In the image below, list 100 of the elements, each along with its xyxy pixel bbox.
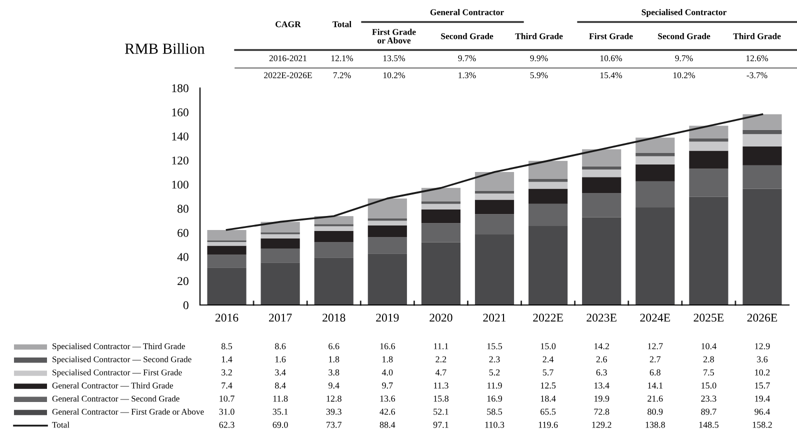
- data-label: 13.4: [594, 382, 610, 389]
- bar: [582, 217, 622, 305]
- data-label: 2.8: [703, 356, 714, 362]
- bar: [528, 179, 568, 182]
- data-label: 119.6: [538, 422, 558, 428]
- data-label: 96.4: [754, 408, 770, 415]
- data-label: 58.5: [487, 408, 502, 415]
- text: 2016-2021: [269, 55, 306, 62]
- text: First Grade or Above: [372, 28, 416, 44]
- data-label: 11.8: [273, 396, 288, 402]
- data-label: 9.4: [328, 382, 340, 389]
- data-label: 16.6: [380, 343, 396, 350]
- data-label: 18.4: [540, 396, 556, 402]
- text: 13.5%: [383, 55, 405, 62]
- bar: [742, 134, 782, 146]
- bar: [207, 242, 246, 246]
- bar: [582, 149, 622, 166]
- bar: [314, 242, 354, 258]
- data-label: 65.5: [540, 408, 556, 415]
- bar: [368, 226, 407, 238]
- text: 15.4%: [600, 72, 622, 78]
- bar: [207, 230, 246, 240]
- data-label: 3.2: [222, 369, 232, 376]
- text: Third Grade: [733, 33, 781, 40]
- legend-label: Specialised Contractor — Third Grade: [52, 343, 185, 351]
- bar: [260, 234, 300, 238]
- data-label: 11.3: [434, 382, 448, 389]
- data-label: 10.4: [702, 343, 716, 350]
- data-label: 10.2: [755, 369, 770, 376]
- data-label: 15.0: [702, 382, 716, 389]
- data-label: 69.0: [272, 422, 288, 428]
- bar: [260, 248, 300, 263]
- data-label: 3.4: [275, 369, 286, 376]
- bar: [368, 220, 407, 226]
- data-label: 13.6: [380, 396, 396, 402]
- x-tick-label: 2024E: [640, 314, 670, 322]
- y-tick-label: 0: [183, 301, 188, 310]
- bar: [368, 254, 407, 305]
- data-label: 97.1: [433, 422, 448, 428]
- text: 9.7%: [675, 55, 693, 62]
- data-label: 1.6: [275, 356, 286, 362]
- x-tick-label: 2026E: [747, 314, 778, 322]
- data-label: 9.7: [382, 382, 393, 389]
- x-tick-label: 2023E: [586, 314, 616, 322]
- bar: [207, 268, 246, 305]
- data-label: 35.1: [272, 408, 288, 415]
- bar: [689, 142, 728, 151]
- x-tick-label: 2018: [322, 314, 346, 322]
- bar: [528, 182, 568, 189]
- y-tick-label: 60: [178, 228, 188, 237]
- data-label: 1.4: [222, 356, 232, 362]
- data-label: 2.2: [436, 356, 446, 362]
- data-label: 14.2: [594, 343, 609, 350]
- legend-label: Specialised Contractor — Second Grade: [52, 356, 192, 364]
- bar: [368, 198, 407, 219]
- text: 7.2%: [333, 72, 351, 78]
- data-label: 8.6: [275, 343, 286, 350]
- legend-label: Specialised Contractor — First Grade: [52, 369, 182, 378]
- bar: [260, 238, 300, 248]
- data-label: 15.7: [755, 382, 770, 389]
- x-tick-label: 2020: [430, 314, 452, 322]
- x-tick-label: 2025E: [694, 314, 724, 322]
- bar: [260, 262, 300, 305]
- x-tick-label: 2021: [483, 314, 506, 322]
- data-label: 7.4: [222, 382, 232, 389]
- bar: [528, 160, 568, 180]
- data-label: 1.8: [382, 356, 393, 362]
- text: 1.3%: [458, 72, 476, 78]
- bar: [636, 181, 675, 208]
- data-label: 2.3: [489, 356, 500, 362]
- data-label: 3.8: [328, 369, 340, 376]
- data-label: 2.6: [596, 356, 607, 362]
- bar: [421, 242, 460, 305]
- bar: [689, 150, 728, 169]
- text: Second Grade: [441, 33, 494, 40]
- data-label: 39.3: [326, 408, 342, 415]
- data-label: 3.6: [757, 356, 768, 362]
- bar: [474, 172, 514, 191]
- data-label: 16.9: [487, 396, 502, 402]
- data-label: 12.9: [755, 343, 770, 350]
- text: 9.9%: [530, 55, 548, 62]
- y-tick-label: 20: [178, 277, 188, 286]
- data-label: 6.6: [328, 343, 340, 350]
- bar: [689, 126, 728, 138]
- data-label: 73.7: [326, 422, 342, 428]
- data-label: 8.5: [221, 343, 232, 350]
- text: Second Grade: [658, 33, 710, 40]
- y-axis-title: RMB Billion: [124, 43, 205, 54]
- y-tick-label: 40: [177, 253, 188, 261]
- data-label: 15.5: [487, 343, 502, 350]
- bar: [636, 164, 675, 182]
- data-label: 15.8: [434, 396, 449, 402]
- bar: [742, 130, 782, 134]
- y-tick-label: 100: [172, 180, 188, 189]
- data-label: 6.8: [650, 369, 660, 376]
- bar: [207, 254, 246, 268]
- bar: [528, 204, 568, 226]
- data-label: 72.8: [594, 408, 610, 415]
- text: First Grade: [589, 33, 633, 40]
- text: -3.7%: [746, 72, 768, 78]
